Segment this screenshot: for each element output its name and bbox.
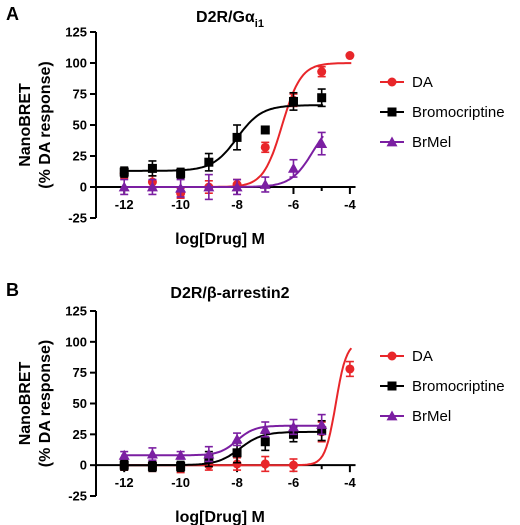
y-tick-label: -25 [68, 211, 87, 226]
x-tick-label: -12 [115, 475, 134, 490]
data-point [288, 96, 298, 106]
x-tick-label: -4 [344, 475, 356, 490]
y-tick-label: 50 [73, 396, 87, 411]
y-tick-label: 125 [65, 304, 87, 319]
y-tick-label: 0 [80, 458, 87, 473]
y-tick-label: 25 [73, 149, 87, 164]
legend-marker [387, 107, 397, 117]
chart-panel-a: A D2R/Gαi1 -25 0 25 50 75 100 125 -12 -10 -8 -6 -4 log… [6, 4, 505, 248]
legend-label: Bromocriptine [412, 378, 505, 395]
data-point [287, 421, 299, 432]
x-axis-label: log[Drug] M [175, 231, 265, 248]
x-tick-label: -6 [288, 475, 300, 490]
x-tick-label: -10 [171, 475, 190, 490]
data-point [204, 157, 214, 167]
data-point [176, 168, 186, 178]
x-tick-label: -4 [344, 197, 356, 212]
legend-item: DA [380, 348, 433, 365]
x-axis-label: log[Drug] M [175, 509, 265, 525]
data-point [288, 460, 298, 470]
data-point [146, 448, 158, 459]
data-point [118, 181, 130, 192]
legend-item: Bromocriptine [380, 378, 505, 395]
data-point [316, 138, 328, 148]
chart-title: D2R/β-arrestin2 [170, 285, 289, 302]
y-axis-label-line1: NanoBRET [17, 362, 34, 446]
data-point [317, 67, 327, 77]
legend-label: Bromocriptine [412, 104, 505, 121]
data-point [175, 449, 187, 460]
legend-marker [387, 351, 397, 361]
legend-marker [386, 410, 398, 421]
panel-letter: B [6, 280, 19, 300]
legend-marker [386, 136, 398, 147]
y-tick-label: 100 [65, 334, 87, 349]
y-tick-label: -25 [68, 489, 87, 504]
y-tick-label: 0 [80, 180, 87, 195]
chart-panel-b: B D2R/β-arrestin2 -25 0 25 50 75 100 125 -12 -10 -8… [6, 280, 505, 525]
data-point [260, 459, 270, 469]
legend-item: BrMel [380, 134, 451, 151]
legend-marker [387, 381, 397, 391]
data-point [260, 437, 270, 447]
data-point [231, 433, 243, 444]
x-tick-label: -10 [171, 197, 190, 212]
y-tick-label: 75 [73, 365, 87, 380]
data-point [203, 181, 215, 192]
chart-title-main: D2R/Gα [196, 9, 255, 26]
data-point [345, 364, 355, 374]
data-point [232, 459, 242, 469]
legend-label: BrMel [412, 134, 451, 151]
legend-label: DA [412, 74, 433, 91]
y-axis-label-line2: (% DA response) [37, 340, 54, 467]
y-tick-label: 125 [65, 25, 87, 40]
series-brmel [118, 413, 328, 463]
y-tick-label: 100 [65, 56, 87, 71]
data-point [118, 449, 130, 460]
chart-title-subscript: i1 [255, 18, 264, 30]
data-point [203, 448, 215, 459]
data-point [259, 423, 271, 434]
x-tick-label: -8 [231, 197, 243, 212]
data-point [147, 461, 157, 471]
legend-label: DA [412, 348, 433, 365]
data-point [316, 418, 328, 429]
panel-letter: A [6, 4, 19, 24]
data-point [175, 182, 187, 193]
x-tick-label: -6 [288, 197, 300, 212]
data-point [317, 93, 327, 103]
data-point [119, 460, 129, 470]
x-tick-label: -12 [115, 197, 134, 212]
data-point [345, 51, 355, 61]
data-point [259, 179, 271, 189]
series-bromocriptine [119, 88, 327, 180]
data-point [119, 167, 129, 177]
data-point [260, 142, 270, 152]
x-tick-label: -8 [231, 475, 243, 490]
y-tick-label: 75 [73, 87, 87, 102]
legend-item: DA [380, 74, 433, 91]
data-point [231, 181, 243, 192]
legend-item: BrMel [380, 408, 451, 425]
series-brmel [118, 131, 328, 201]
data-point [232, 448, 242, 458]
data-point [232, 132, 242, 142]
data-point [146, 181, 158, 192]
data-point [260, 125, 270, 135]
chart-title-main: D2R/β-arrestin2 [170, 285, 289, 302]
legend-marker [387, 77, 397, 87]
y-axis-label-line2: (% DA response) [37, 61, 54, 188]
data-point [147, 163, 157, 173]
data-point [176, 461, 186, 471]
legend-item: Bromocriptine [380, 104, 505, 121]
legend-label: BrMel [412, 408, 451, 425]
y-tick-label: 50 [73, 118, 87, 133]
y-axis-label-line1: NanoBRET [17, 83, 34, 167]
y-tick-label: 25 [73, 427, 87, 442]
data-point [287, 162, 299, 173]
chart-title: D2R/Gαi1 [196, 9, 264, 30]
